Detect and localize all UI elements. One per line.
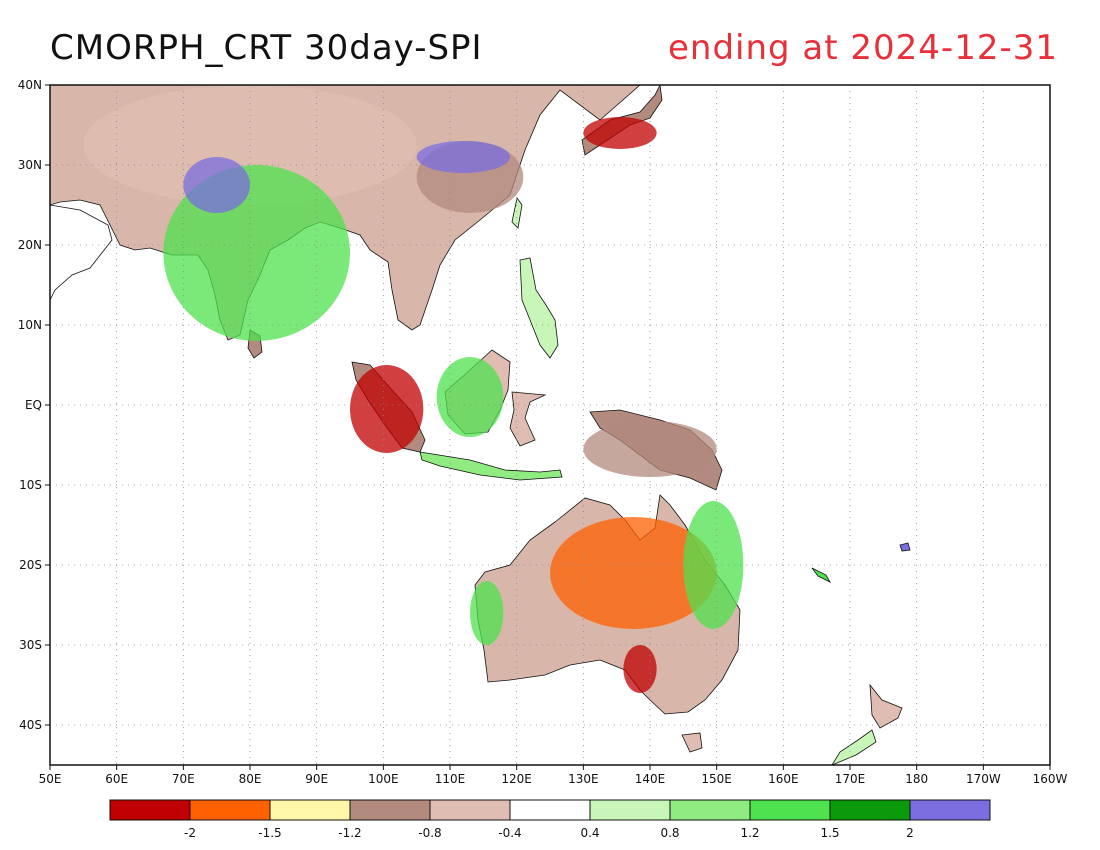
lat-tick-label: 20S: [19, 558, 42, 572]
lon-tick-label: 60E: [105, 772, 128, 786]
tasmania: [681, 732, 703, 753]
colorbar-swatch: [269, 799, 351, 821]
java: [419, 451, 563, 481]
colorbar-labels: -2 -1.5 -1.2 -0.8 -0.4 0.4 0.8 1.2 1.5 2: [184, 826, 914, 840]
colorbar-label: 2: [906, 826, 914, 840]
spi-region-9: [623, 645, 657, 693]
lat-axis-labels: 40N 30N 20N 10N EQ 10S 20S 30S 40S: [18, 78, 50, 732]
colorbar-label: -2: [184, 826, 196, 840]
new-caledonia: [811, 567, 832, 583]
lon-tick-label: 160W: [1033, 772, 1068, 786]
lon-tick-label: 170E: [835, 772, 866, 786]
lat-tick-label: 40N: [18, 78, 42, 92]
chart-title: CMORPH_CRT 30day-SPI: [50, 28, 483, 68]
lat-tick-label: 30S: [19, 638, 42, 652]
sulawesi: [509, 391, 547, 447]
lon-tick-label: 140E: [635, 772, 666, 786]
lon-tick-label: 70E: [172, 772, 195, 786]
lon-axis-labels: 50E 60E 70E 80E 90E 100E 110E 120E 130E 140E 150E 1…: [39, 765, 1068, 786]
spi-region-2: [183, 157, 250, 213]
colorbar-swatch: [909, 799, 991, 821]
colorbar-swatch: [589, 799, 671, 821]
lon-tick-label: 90E: [305, 772, 328, 786]
philippines: [519, 257, 559, 359]
lon-tick-label: 150E: [701, 772, 732, 786]
new-zealand-south: [831, 729, 877, 765]
colorbar-label: 1.2: [740, 826, 759, 840]
plot-frame: [49, 84, 1051, 766]
spi-region-10: [470, 581, 504, 645]
lon-tick-label: 170W: [966, 772, 1001, 786]
spi-region-4: [416, 141, 511, 173]
spi-region-7: [436, 357, 504, 437]
spi-region-11: [683, 501, 744, 629]
colorbar-swatch: [189, 799, 271, 821]
colorbar-label: -1.2: [338, 826, 361, 840]
colorbar-label: -0.4: [498, 826, 521, 840]
lon-tick-label: 110E: [435, 772, 466, 786]
lon-tick-label: 120E: [501, 772, 532, 786]
colorbar-swatch: [429, 799, 511, 821]
fiji: [899, 542, 911, 552]
spi-region-8: [550, 517, 717, 629]
lat-tick-label: EQ: [25, 398, 42, 412]
spi-region-6: [350, 365, 424, 453]
lon-tick-label: 160E: [768, 772, 799, 786]
spi-region-12: [583, 421, 717, 477]
colorbar-label: 0.4: [580, 826, 599, 840]
lon-tick-label: 180: [905, 772, 928, 786]
lon-tick-label: 130E: [568, 772, 599, 786]
colorbar-swatch: [749, 799, 831, 821]
colorbar-label: -1.5: [258, 826, 281, 840]
colorbar-swatch: [669, 799, 751, 821]
colorbar-swatch: [509, 799, 591, 821]
lat-tick-label: 20N: [18, 238, 42, 252]
colorbar-label: 0.8: [660, 826, 679, 840]
date-subtitle: ending at 2024-12-31: [668, 28, 1058, 68]
colorbar-swatch: [349, 799, 431, 821]
colorbar-swatch: [829, 799, 911, 821]
spi-region-5: [583, 117, 657, 149]
arabian-peninsula: [50, 204, 113, 301]
lat-tick-label: 10S: [19, 478, 42, 492]
taiwan: [511, 197, 523, 229]
lon-tick-label: 50E: [39, 772, 62, 786]
lon-tick-label: 100E: [368, 772, 399, 786]
colorbar-label: -0.8: [418, 826, 441, 840]
lat-tick-label: 40S: [19, 718, 42, 732]
colorbar-swatch: [109, 799, 191, 821]
colorbar: [109, 799, 991, 821]
new-zealand-north: [869, 683, 903, 729]
lat-tick-label: 10N: [18, 318, 42, 332]
colorbar-label: 1.5: [820, 826, 839, 840]
lat-tick-label: 30N: [18, 158, 42, 172]
lon-tick-label: 80E: [239, 772, 262, 786]
